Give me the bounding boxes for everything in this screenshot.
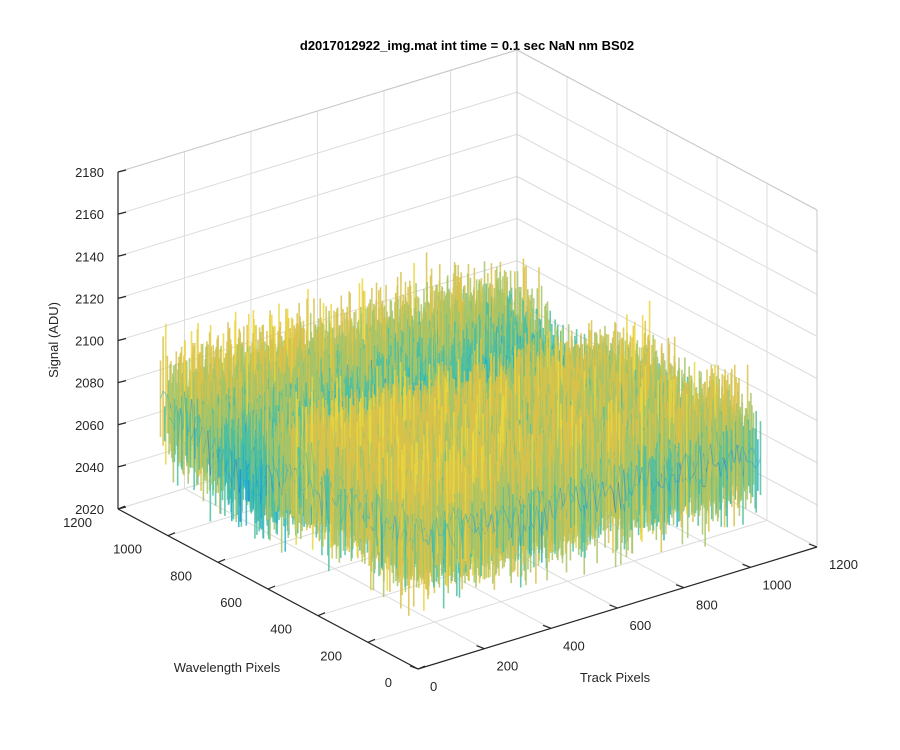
surface-mesh [164, 394, 168, 424]
surface-mesh [207, 430, 211, 476]
surface-mesh [208, 425, 212, 433]
surface-mesh [215, 449, 220, 463]
surface [159, 252, 762, 616]
box-edge [516, 49, 818, 211]
surface-mesh [232, 459, 237, 477]
surface-mesh [220, 448, 224, 476]
surface-mesh [172, 405, 177, 430]
surface-mesh [211, 437, 216, 450]
grid-line [367, 519, 768, 643]
surface-mesh [162, 390, 167, 395]
surface-mesh [168, 416, 173, 421]
surface-mesh [192, 416, 197, 435]
surface-mesh [181, 391, 186, 442]
surface-mesh [228, 472, 233, 487]
surface-mesh [194, 422, 198, 444]
surface-mesh [190, 433, 194, 441]
surface-mesh [237, 473, 241, 496]
surface-mesh [202, 438, 207, 453]
surface-mesh [177, 408, 181, 448]
box-edge [117, 49, 518, 173]
chart-title: d2017012922_img.mat int time = 0.1 sec N… [300, 38, 634, 53]
surface-mesh [198, 426, 203, 443]
surface-mesh [185, 426, 190, 432]
surface-mesh [224, 461, 228, 472]
surface-mesh [160, 390, 164, 399]
